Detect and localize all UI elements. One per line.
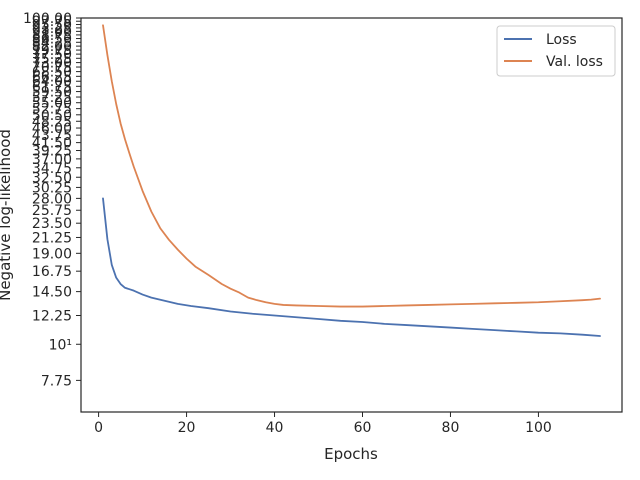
y-tick-label: 7.75: [41, 373, 72, 389]
y-tick-label: 43.75: [32, 128, 72, 144]
x-tick-label: 100: [525, 420, 552, 436]
y-tick-label: 30.25: [32, 180, 72, 196]
y-tick-label: 32.50: [32, 170, 72, 186]
x-tick-label: 60: [354, 420, 372, 436]
y-tick-label: 91.00: [32, 24, 72, 40]
y-tick-label: 39.25: [32, 144, 72, 160]
y-tick-label: 82.00: [32, 39, 72, 55]
legend-label-val-loss: Val. loss: [546, 54, 603, 70]
y-tick-label: 28.00: [32, 191, 72, 207]
y-tick-label: 61.75: [32, 79, 72, 95]
y-tick-label: 59.50: [32, 85, 72, 101]
y-tick-label: 93.25: [32, 21, 72, 37]
y-tick-label: 41.50: [32, 136, 72, 152]
legend-label-loss: Loss: [546, 32, 577, 48]
x-ticks-layer: 0 20 40 60 80 100: [94, 412, 552, 436]
y-tick-label: 21.25: [32, 230, 72, 246]
y-tick-label: 97.75: [32, 14, 72, 30]
y-tick-label: 95.50: [32, 18, 72, 34]
x-tick-label: 20: [178, 420, 196, 436]
legend: Loss Val. loss: [496, 25, 616, 77]
y-tick-label: 52.75: [32, 102, 72, 118]
lines-layer: [102, 24, 601, 337]
y-tick-label: 37.00: [32, 152, 72, 168]
y-tick-label: 12.25: [32, 309, 72, 325]
y-axis-label: Negative log-likelihood: [0, 129, 14, 301]
y-tick-label: 19.00: [32, 246, 72, 262]
y-tick-label: 88.75: [32, 28, 72, 44]
y-tick-label: 55.00: [32, 96, 72, 112]
y-tick-label: 48.25: [32, 114, 72, 130]
y-tick-label: 66.25: [32, 69, 72, 85]
x-tick-label: 0: [94, 420, 103, 436]
y-tick-label: 14.50: [32, 285, 72, 301]
x-tick-label: 40: [266, 420, 284, 436]
x-axis-label: Epochs: [324, 445, 378, 463]
y-tick-label: 50.50: [32, 108, 72, 124]
y-tick-label: 64.00: [32, 74, 72, 90]
y-tick-label: 46.00: [32, 121, 72, 137]
y-ticks-layer: 7.75 10¹ 12.25 14.50 16.75 19.0021.2523.5025.…: [23, 11, 81, 389]
y-tick-label: 10¹: [49, 337, 72, 353]
series-line-val-loss: [102, 24, 601, 308]
y-tick-label: 86.50: [32, 32, 72, 48]
y-tick-label: 73.00: [32, 56, 72, 72]
y-tick-label: 25.75: [32, 203, 72, 219]
y-tick-label: 34.75: [32, 161, 72, 177]
series-line-loss: [102, 197, 601, 337]
y-tick-label: 79.75: [32, 43, 72, 59]
y-tick-label: 84.25: [32, 35, 72, 51]
y-tick-label: 75.25: [32, 51, 72, 67]
x-tick-label: 80: [442, 420, 460, 436]
y-tick-label: 23.50: [32, 216, 72, 232]
y-tick-label: 57.25: [32, 90, 72, 106]
y-tick-label: 77.50: [32, 47, 72, 63]
y-tick-label: 68.50: [32, 65, 72, 81]
plot-frame: [80, 17, 623, 413]
y-tick-label: 70.75: [32, 60, 72, 76]
y-tick-label: 100.00: [23, 11, 72, 27]
y-tick-label: 16.75: [32, 264, 72, 280]
